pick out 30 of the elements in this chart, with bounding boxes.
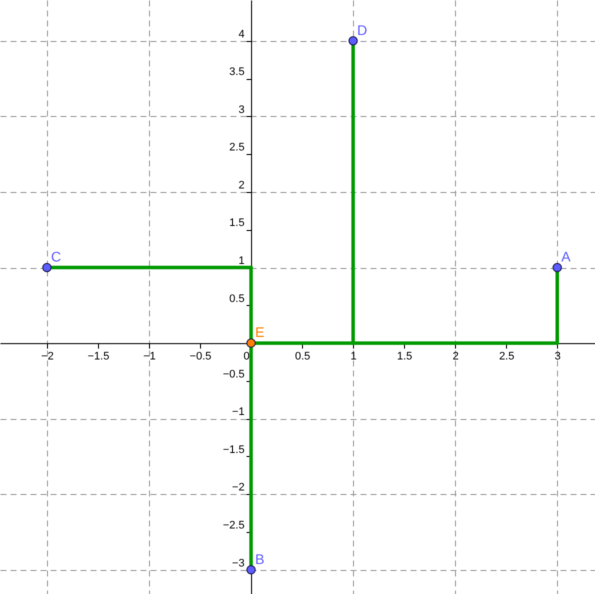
y-tick-label: 2 [238, 179, 245, 192]
y-tick-label: −3 [232, 557, 245, 570]
y-tick-label: 1.5 [229, 217, 245, 230]
y-tick-label: 0.5 [229, 292, 245, 305]
y-tick-label: −2 [232, 482, 245, 494]
x-tick-label: 3 [554, 350, 561, 363]
y-tick-label: −0.5 [222, 368, 245, 380]
y-tick-label: 2.5 [229, 142, 245, 154]
annotation: B [255, 550, 264, 567]
y-tick-label: −1.5 [222, 444, 245, 456]
x-tick-label: −0.5 [190, 350, 212, 363]
x-tick-label: −1 [143, 350, 156, 363]
x-tick-label: 0.5 [294, 350, 310, 363]
annotation: E [255, 324, 264, 340]
annotation: C [50, 248, 62, 265]
x-tick-label: 1 [350, 350, 357, 363]
annotation: D [357, 22, 368, 38]
y-tick-label: 4 [238, 28, 245, 40]
x-tick-label: −2 [41, 350, 54, 363]
y-tick-label: −2.5 [222, 520, 245, 532]
y-tick-label: −1 [232, 406, 245, 418]
x-tick-label: 2.5 [499, 350, 514, 363]
x-tick-label: 1.5 [397, 350, 412, 363]
y-tick-label: 3 [238, 104, 245, 116]
y-tick-label: 3.5 [229, 66, 245, 78]
x-tick-label: −1.5 [88, 350, 110, 363]
x-tick-label: 2 [452, 350, 459, 363]
annotation: A [561, 248, 572, 265]
x-tick-label: 0 [244, 350, 250, 363]
y-tick-label: 1 [238, 255, 245, 268]
